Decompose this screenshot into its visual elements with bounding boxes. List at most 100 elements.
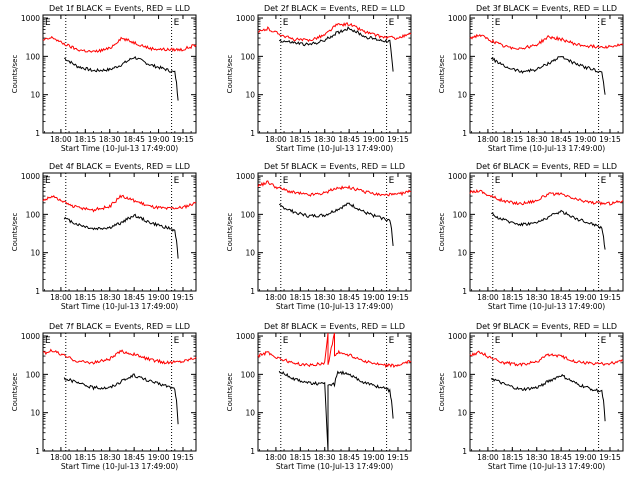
- y-tick-label: 1: [35, 287, 40, 296]
- eclipse-marker: E: [389, 18, 395, 28]
- y-tick-label: 100: [26, 52, 41, 61]
- y-tick-label: 10: [245, 409, 255, 418]
- y-tick-label: 10: [30, 249, 40, 258]
- plot-frame: [469, 172, 624, 292]
- y-tick-label: 1: [462, 447, 467, 456]
- x-tick-label: 18:30: [314, 135, 336, 144]
- x-tick-label: 18:00: [477, 135, 499, 144]
- eclipse-marker: E: [495, 336, 501, 346]
- events-series-line: [278, 370, 394, 452]
- lld-series-line: [42, 35, 197, 54]
- eclipse-marker: E: [283, 336, 289, 346]
- y-tick-label: 100: [26, 370, 41, 379]
- chart-title: Det 6f BLACK = Events, RED = LLD: [476, 162, 617, 171]
- y-tick-label: 10: [457, 409, 467, 418]
- y-tick-label: 100: [453, 210, 468, 219]
- chart-title: Det 3f BLACK = Events, RED = LLD: [476, 4, 617, 13]
- x-axis-label: Start Time (10-Jul-13 17:49:00): [276, 144, 393, 153]
- y-tick-label: 10: [30, 91, 40, 100]
- lld-series-line: [469, 33, 624, 51]
- events-series-line: [63, 213, 179, 259]
- y-axis-label: Counts/sec: [438, 213, 446, 252]
- y-axis-label: Counts/sec: [226, 213, 234, 252]
- x-tick-label: 18:45: [123, 453, 145, 462]
- lld-series-line: [257, 22, 412, 43]
- x-tick-label: 18:45: [338, 135, 360, 144]
- x-tick-label: 19:00: [575, 293, 597, 302]
- x-tick-label: 18:45: [338, 453, 360, 462]
- lld-series-line: [469, 350, 624, 367]
- x-tick-label: 18:15: [290, 135, 312, 144]
- plot-frame: [469, 332, 624, 452]
- eclipse-marker: E: [174, 336, 180, 346]
- chart-panel: Det 2f BLACK = Events, RED = LLD 1 10 100 10…: [226, 4, 412, 153]
- y-tick-label: 1: [250, 447, 255, 456]
- x-tick-label: 18:00: [50, 453, 72, 462]
- x-tick-label: 19:15: [172, 135, 194, 144]
- y-tick-label: 1000: [21, 14, 40, 23]
- y-tick-label: 10: [457, 249, 467, 258]
- chart-panel: Det 8f BLACK = Events, RED = LLD 1 10 100 10…: [226, 322, 412, 471]
- chart-title: Det 8f BLACK = Events, RED = LLD: [264, 322, 405, 331]
- x-tick-label: 18:30: [99, 293, 121, 302]
- y-tick-label: 1: [250, 287, 255, 296]
- y-tick-label: 100: [241, 52, 256, 61]
- x-tick-label: 18:30: [314, 453, 336, 462]
- x-tick-label: 18:00: [50, 135, 72, 144]
- plot-frame: [469, 14, 624, 134]
- y-tick-label: 1000: [21, 172, 40, 181]
- x-tick-label: 18:15: [290, 293, 312, 302]
- eclipse-marker: E: [389, 336, 395, 346]
- plot-frame: [42, 332, 197, 452]
- chart-panel: Det 5f BLACK = Events, RED = LLD 1 10 100 10…: [226, 162, 412, 311]
- eclipse-marker: E: [495, 18, 501, 28]
- y-tick-label: 100: [26, 210, 41, 219]
- chart-panel: Det 7f BLACK = Events, RED = LLD 1 10 100 10…: [11, 322, 197, 471]
- events-series-line: [278, 26, 394, 72]
- events-series-line: [490, 55, 606, 95]
- y-tick-label: 1: [250, 129, 255, 138]
- eclipse-marker: E: [283, 176, 289, 186]
- lld-series-line: [42, 194, 196, 213]
- y-axis-label: Counts/sec: [11, 213, 19, 252]
- x-axis-label: Start Time (10-Jul-13 17:49:00): [61, 462, 178, 471]
- x-axis-label: Start Time (10-Jul-13 17:49:00): [61, 302, 178, 311]
- chart-title: Det 1f BLACK = Events, RED = LLD: [49, 4, 190, 13]
- y-tick-label: 100: [453, 370, 468, 379]
- x-tick-label: 18:00: [50, 293, 72, 302]
- events-series-line: [490, 373, 606, 422]
- y-tick-label: 1: [35, 129, 40, 138]
- events-series-line: [63, 56, 179, 101]
- x-tick-label: 19:15: [387, 135, 409, 144]
- x-tick-label: 19:15: [172, 453, 194, 462]
- y-tick-label: 1000: [236, 14, 255, 23]
- x-axis-label: Start Time (10-Jul-13 17:49:00): [276, 302, 393, 311]
- chart-panel: Det 6f BLACK = Events, RED = LLD 1 10 100 10…: [438, 162, 624, 311]
- y-tick-label: 1: [462, 287, 467, 296]
- events-series-line: [491, 209, 606, 250]
- x-tick-label: 19:15: [387, 453, 409, 462]
- plot-frame: [257, 172, 412, 292]
- eclipse-marker: E: [45, 18, 51, 28]
- y-tick-label: 10: [30, 409, 40, 418]
- x-tick-label: 18:30: [314, 293, 336, 302]
- y-axis-label: Counts/sec: [438, 55, 446, 94]
- x-tick-label: 18:45: [550, 453, 572, 462]
- y-tick-label: 1000: [448, 172, 467, 181]
- eclipse-marker: E: [174, 176, 180, 186]
- x-tick-label: 18:00: [265, 453, 287, 462]
- y-axis-label: Counts/sec: [226, 55, 234, 94]
- eclipse-marker: E: [601, 18, 607, 28]
- x-tick-label: 19:15: [599, 293, 621, 302]
- chart-title: Det 7f BLACK = Events, RED = LLD: [49, 322, 190, 331]
- x-tick-label: 18:30: [99, 453, 121, 462]
- x-tick-label: 18:15: [502, 135, 524, 144]
- x-tick-label: 19:00: [363, 135, 385, 144]
- x-tick-label: 18:45: [123, 135, 145, 144]
- y-tick-label: 10: [245, 249, 255, 258]
- y-tick-label: 1000: [448, 332, 467, 341]
- x-tick-label: 18:15: [502, 453, 524, 462]
- x-tick-label: 19:00: [148, 293, 170, 302]
- eclipse-marker: E: [174, 18, 180, 28]
- y-axis-label: Counts/sec: [226, 373, 234, 412]
